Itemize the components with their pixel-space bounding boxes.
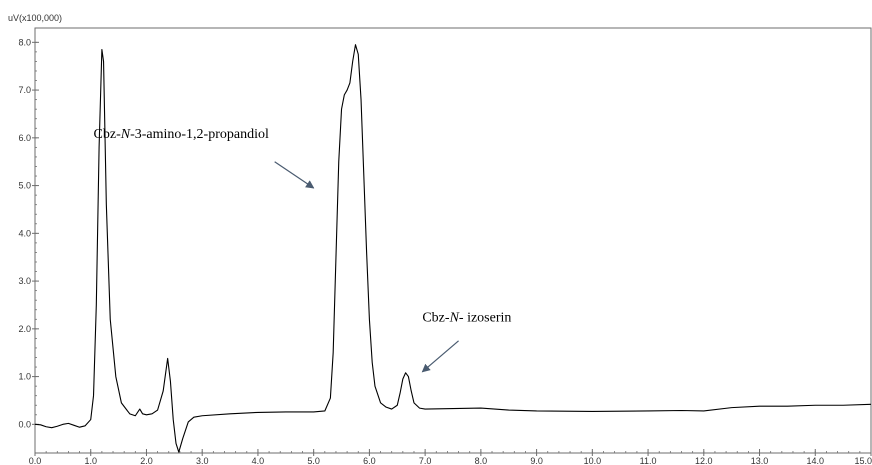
annotation-part: N: [120, 127, 131, 142]
annotation-part: Cbz-: [422, 311, 450, 326]
x-tick-label: 4.0: [252, 456, 265, 465]
x-tick-label: 13.0: [751, 456, 769, 465]
y-unit-label: uV(x100,000): [8, 13, 62, 23]
annotation-part: -3-amino-1,2-propandiol: [130, 127, 269, 142]
annotation-label: Cbz-N-3-amino-1,2-propandiol: [94, 127, 269, 142]
x-tick-label: 5.0: [307, 456, 320, 465]
y-tick-label: 5.0: [18, 181, 31, 191]
y-tick-label: 3.0: [18, 276, 31, 286]
annotation-arrow: [274, 161, 315, 189]
annotation-part: Cbz-: [94, 127, 122, 142]
y-tick-label: 2.0: [18, 324, 31, 334]
plot-frame: [34, 27, 872, 454]
series-line: [34, 44, 872, 453]
x-tick-label: 10.0: [584, 456, 602, 465]
x-tick-label: 15.0: [854, 456, 872, 465]
y-tick-label: 4.0: [18, 228, 31, 238]
annotation-arrow: [421, 340, 459, 373]
x-tick-label: 0.0: [29, 456, 42, 465]
x-tick-label: 2.0: [140, 456, 153, 465]
annotation-part: - izoserin: [459, 311, 511, 326]
y-tick-label: 0.0: [18, 419, 31, 429]
y-tick-label: 7.0: [18, 85, 31, 95]
y-tick-label: 6.0: [18, 133, 31, 143]
y-tick-label: 8.0: [18, 37, 31, 47]
x-tick-label: 14.0: [807, 456, 825, 465]
x-tick-label: 11.0: [640, 456, 657, 465]
x-tick-label: 9.0: [530, 456, 543, 465]
annotation-part: N: [449, 311, 460, 326]
y-tick-label: 1.0: [18, 372, 31, 382]
plot-area: [34, 44, 872, 453]
x-tick-label: 7.0: [419, 456, 432, 465]
x-tick-label: 6.0: [363, 456, 376, 465]
x-tick-label: 12.0: [695, 456, 713, 465]
x-tick-label: 8.0: [475, 456, 488, 465]
axes: 0.0 1.0 2.0 3.0 4.0 5.0 6.0 7.0 8.0 0.0 1.0 2.0 3.0 4…: [18, 27, 872, 465]
x-tick-label: 3.0: [196, 456, 209, 465]
x-tick-label: 1.0: [84, 456, 97, 465]
annotation-label: Cbz-N- izoserin: [422, 311, 511, 326]
